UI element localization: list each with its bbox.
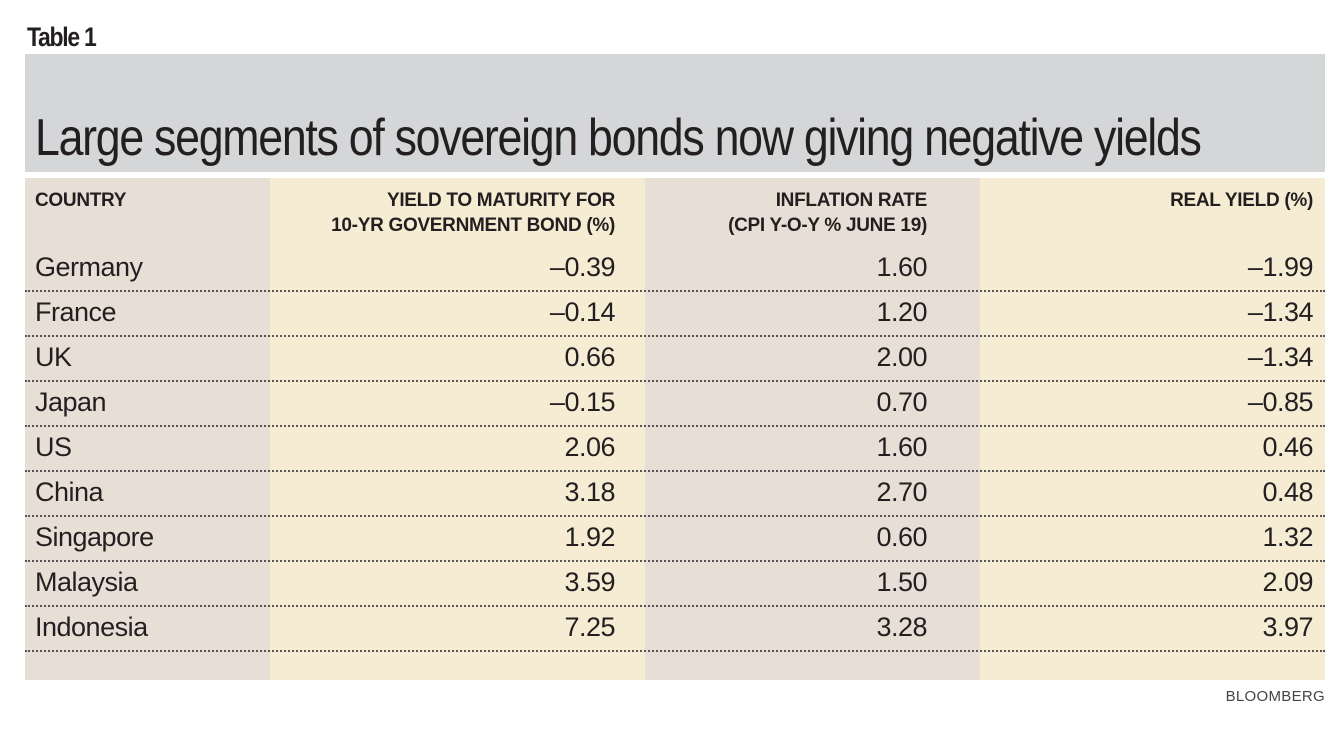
cell-yield: 1.92: [564, 522, 615, 552]
source-credit: BLOOMBERG: [1225, 688, 1325, 705]
table-row: Singapore 1.92 0.60 1.32: [25, 515, 1325, 562]
table-row: Malaysia 3.59 1.50 2.09: [25, 560, 1325, 607]
table-row: US 2.06 1.60 0.46: [25, 425, 1325, 472]
cell-inflation: 2.00: [876, 342, 927, 372]
cell-country: France: [35, 297, 117, 327]
cell-yield: 2.06: [564, 432, 615, 462]
cell-inflation: 3.28: [876, 612, 927, 642]
cell-yield: –0.15: [549, 387, 616, 417]
data-table: COUNTRY YIELD TO MATURITY FOR 10-YR GOVE…: [25, 178, 1325, 680]
column-real-yield-bg: [980, 178, 1325, 680]
cell-real-yield: 0.48: [1262, 477, 1313, 507]
cell-real-yield: 2.09: [1262, 567, 1313, 597]
column-yield-bg: [270, 178, 645, 680]
header-line: (CPI Y-O-Y % JUNE 19): [728, 215, 927, 236]
cell-country: China: [35, 477, 104, 507]
cell-inflation: 1.60: [876, 252, 927, 282]
table-row: Indonesia 7.25 3.28 3.97: [25, 605, 1325, 652]
cell-yield: –0.14: [549, 297, 616, 327]
cell-country: Malaysia: [35, 567, 138, 597]
cell-country: Indonesia: [35, 612, 148, 642]
cell-yield: –0.39: [549, 252, 616, 282]
header-inflation: INFLATION RATE (CPI Y-O-Y % JUNE 19): [728, 188, 927, 238]
header-yield: YIELD TO MATURITY FOR 10-YR GOVERNMENT B…: [331, 188, 615, 238]
cell-yield: 7.25: [564, 612, 615, 642]
table-row: UK 0.66 2.00 –1.34: [25, 335, 1325, 382]
cell-inflation: 0.60: [876, 522, 927, 552]
cell-country: Singapore: [35, 522, 154, 552]
header-real-yield: REAL YIELD (%): [1170, 188, 1313, 213]
cell-real-yield: –1.99: [1247, 252, 1314, 282]
table-row: China 3.18 2.70 0.48: [25, 470, 1325, 517]
column-country-bg: [25, 178, 270, 680]
cell-inflation: 2.70: [876, 477, 927, 507]
table-row: France –0.14 1.20 –1.34: [25, 290, 1325, 337]
cell-real-yield: –0.85: [1247, 387, 1314, 417]
cell-country: UK: [35, 342, 72, 372]
cell-yield: 3.59: [564, 567, 615, 597]
cell-country: Germany: [35, 252, 143, 282]
cell-real-yield: 0.46: [1262, 432, 1313, 462]
cell-real-yield: –1.34: [1247, 297, 1314, 327]
table-row: Germany –0.39 1.60 –1.99: [25, 245, 1325, 292]
header-country: COUNTRY: [35, 188, 126, 213]
cell-country: US: [35, 432, 72, 462]
cell-inflation: 1.50: [876, 567, 927, 597]
cell-real-yield: 3.97: [1262, 612, 1313, 642]
cell-yield: 0.66: [564, 342, 615, 372]
cell-real-yield: 1.32: [1262, 522, 1313, 552]
header-line: REAL YIELD (%): [1170, 190, 1313, 211]
header-line: YIELD TO MATURITY FOR: [386, 190, 615, 211]
cell-inflation: 1.60: [876, 432, 927, 462]
header-line: 10-YR GOVERNMENT BOND (%): [331, 215, 615, 236]
header-line: INFLATION RATE: [775, 190, 928, 211]
column-inflation-bg: [645, 178, 980, 680]
table-label: Table 1: [27, 22, 97, 52]
cell-inflation: 1.20: [876, 297, 927, 327]
cell-inflation: 0.70: [876, 387, 927, 417]
cell-yield: 3.18: [564, 477, 615, 507]
cell-real-yield: –1.34: [1247, 342, 1314, 372]
table-row: Japan –0.15 0.70 –0.85: [25, 380, 1325, 427]
table-title: Large segments of sovereign bonds now gi…: [35, 109, 1202, 167]
header-line: COUNTRY: [35, 190, 127, 211]
title-banner: Large segments of sovereign bonds now gi…: [25, 54, 1325, 172]
cell-country: Japan: [35, 387, 107, 417]
